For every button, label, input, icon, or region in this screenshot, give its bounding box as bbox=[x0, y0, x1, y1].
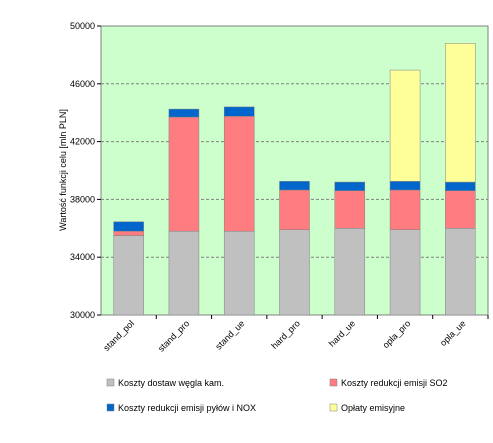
bar-segment bbox=[334, 190, 366, 229]
bar-segment bbox=[113, 230, 144, 236]
bar-segment bbox=[334, 228, 366, 316]
y-tick-label: 42000 bbox=[70, 137, 95, 147]
bar-segment bbox=[334, 181, 366, 191]
bar-segment bbox=[223, 116, 255, 232]
y-tick-label: 46000 bbox=[70, 79, 95, 89]
bar-segment bbox=[168, 230, 200, 316]
y-tick-label: 30000 bbox=[70, 310, 95, 320]
bar-segment bbox=[223, 106, 255, 117]
bar-segment bbox=[445, 181, 476, 191]
legend-label: Koszty redukcji emisji SO2 bbox=[341, 378, 448, 388]
legend-swatch bbox=[106, 403, 115, 412]
bar-segment bbox=[389, 189, 421, 230]
bar-segment bbox=[445, 190, 476, 229]
y-tick-label: 34000 bbox=[70, 252, 95, 262]
bar-segment bbox=[113, 235, 144, 316]
y-axis-title: Wartość funkcji celu [mln PLN] bbox=[58, 109, 68, 231]
bar-segment bbox=[279, 189, 310, 230]
legend-label: Koszty dostaw węgla kam. bbox=[118, 378, 224, 388]
bar-segment bbox=[168, 116, 200, 232]
bar-segment bbox=[168, 108, 200, 118]
y-tick-label: 38000 bbox=[70, 194, 95, 204]
legend-swatch bbox=[329, 403, 338, 412]
bar-segment bbox=[389, 69, 421, 182]
legend-label: Koszty redukcji emisji pyłów i NOX bbox=[118, 403, 256, 413]
bar-segment bbox=[445, 228, 476, 316]
bar-segment bbox=[389, 181, 421, 191]
bar-segment bbox=[445, 43, 476, 183]
legend-label: Opłaty emisyjne bbox=[341, 403, 405, 413]
y-tick-label: 50000 bbox=[70, 21, 95, 31]
bar-segment bbox=[223, 230, 255, 316]
bar-segment bbox=[389, 229, 421, 316]
bar-segment bbox=[279, 181, 310, 191]
legend-swatch bbox=[329, 378, 338, 387]
bar-segment bbox=[113, 221, 144, 232]
bar-segment bbox=[279, 229, 310, 316]
legend-swatch bbox=[106, 378, 115, 387]
